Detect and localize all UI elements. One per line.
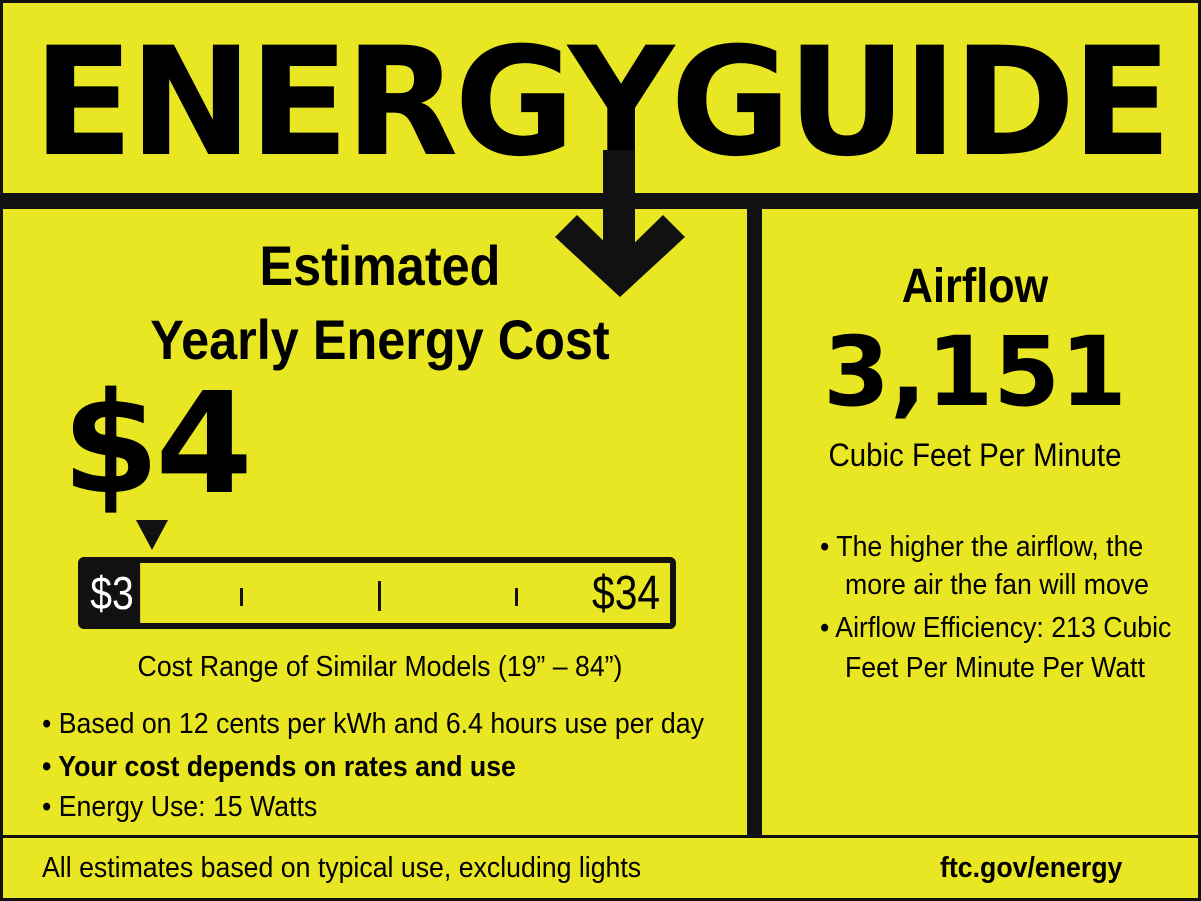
cost-heading-line2: Yearly Energy Cost — [150, 308, 610, 371]
energyguide-title: ENERGYGUIDE — [33, 16, 1172, 190]
panel-divider — [747, 193, 762, 838]
airflow-bullet-cont: more air the fan will move — [845, 569, 1149, 601]
airflow-value: 3,151 — [823, 316, 1127, 428]
range-caption: Cost Range of Similar Models (19” – 84”) — [137, 651, 623, 683]
footer-divider — [0, 835, 1201, 838]
cost-bullet: • Based on 12 cents per kWh and 6.4 hour… — [42, 708, 704, 740]
cost-heading-line1: Estimated — [259, 234, 501, 297]
cost-bullet: • Energy Use: 15 Watts — [42, 791, 318, 823]
cost-bullet: • Your cost depends on rates and use — [42, 751, 516, 783]
yearly-cost-value: $4 — [62, 363, 253, 526]
airflow-bullet: • The higher the airflow, the — [820, 531, 1144, 563]
ftc-link[interactable]: ftc.gov/energy — [940, 852, 1123, 884]
range-high: $34 — [591, 567, 660, 620]
scale-tick — [378, 581, 381, 611]
airflow-bullet: • Airflow Efficiency: 213 Cubic — [820, 612, 1172, 644]
airflow-unit: Cubic Feet Per Minute — [828, 437, 1122, 473]
range-low: $3 — [84, 563, 141, 623]
scale-tick — [515, 588, 518, 606]
header-divider — [0, 193, 1201, 209]
cost-range-scale: $3 $34 — [78, 557, 676, 629]
airflow-bullet-cont: Feet Per Minute Per Watt — [845, 652, 1146, 684]
down-arrow-icon — [603, 150, 635, 260]
arrow-head-icon — [555, 215, 685, 297]
scale-tick — [240, 588, 243, 606]
cost-marker-icon — [136, 520, 168, 550]
footer-note: All estimates based on typical use, excl… — [42, 852, 642, 884]
airflow-heading: Airflow — [901, 260, 1049, 313]
